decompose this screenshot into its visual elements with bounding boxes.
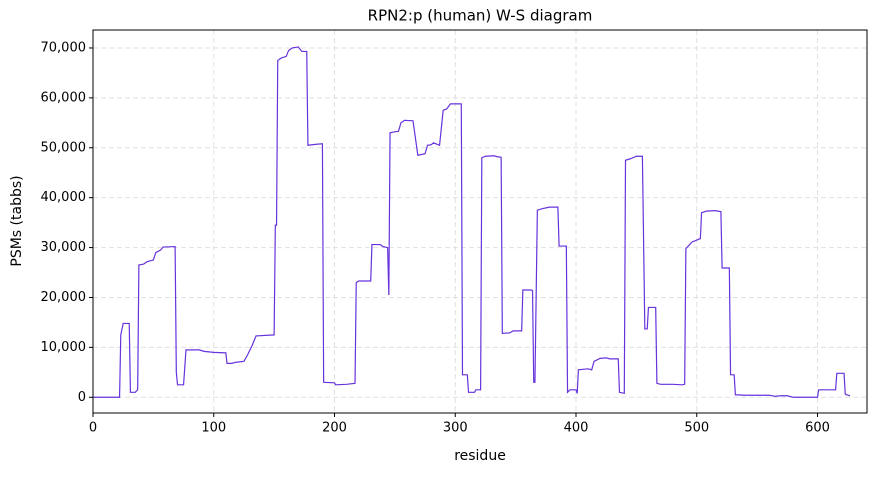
- y-tick-label: 10,000: [41, 340, 87, 355]
- x-axis-label: residue: [454, 448, 506, 464]
- y-tick-label: 50,000: [41, 140, 87, 155]
- plot-frame: [92, 29, 868, 414]
- x-tick-label: 300: [443, 421, 468, 436]
- y-tick-label: 40,000: [41, 190, 87, 205]
- x-tick-label: 0: [89, 421, 97, 436]
- data-line: [93, 46, 851, 398]
- y-tick-label: 70,000: [41, 40, 87, 55]
- y-tick-label: 30,000: [41, 240, 87, 255]
- y-tick-label: 20,000: [41, 290, 87, 305]
- x-tick-label: 400: [564, 421, 589, 436]
- x-tick-label: 100: [201, 421, 226, 436]
- y-tick-label: 60,000: [41, 90, 87, 105]
- y-axis-label: PSMs (tabbs): [9, 175, 25, 266]
- x-tick-label: 500: [684, 421, 709, 436]
- chart-title: RPN2:p (human) W-S diagram: [368, 7, 593, 25]
- y-tick-label: 0: [78, 390, 86, 405]
- x-tick-label: 600: [805, 421, 830, 436]
- x-tick-label: 200: [322, 421, 347, 436]
